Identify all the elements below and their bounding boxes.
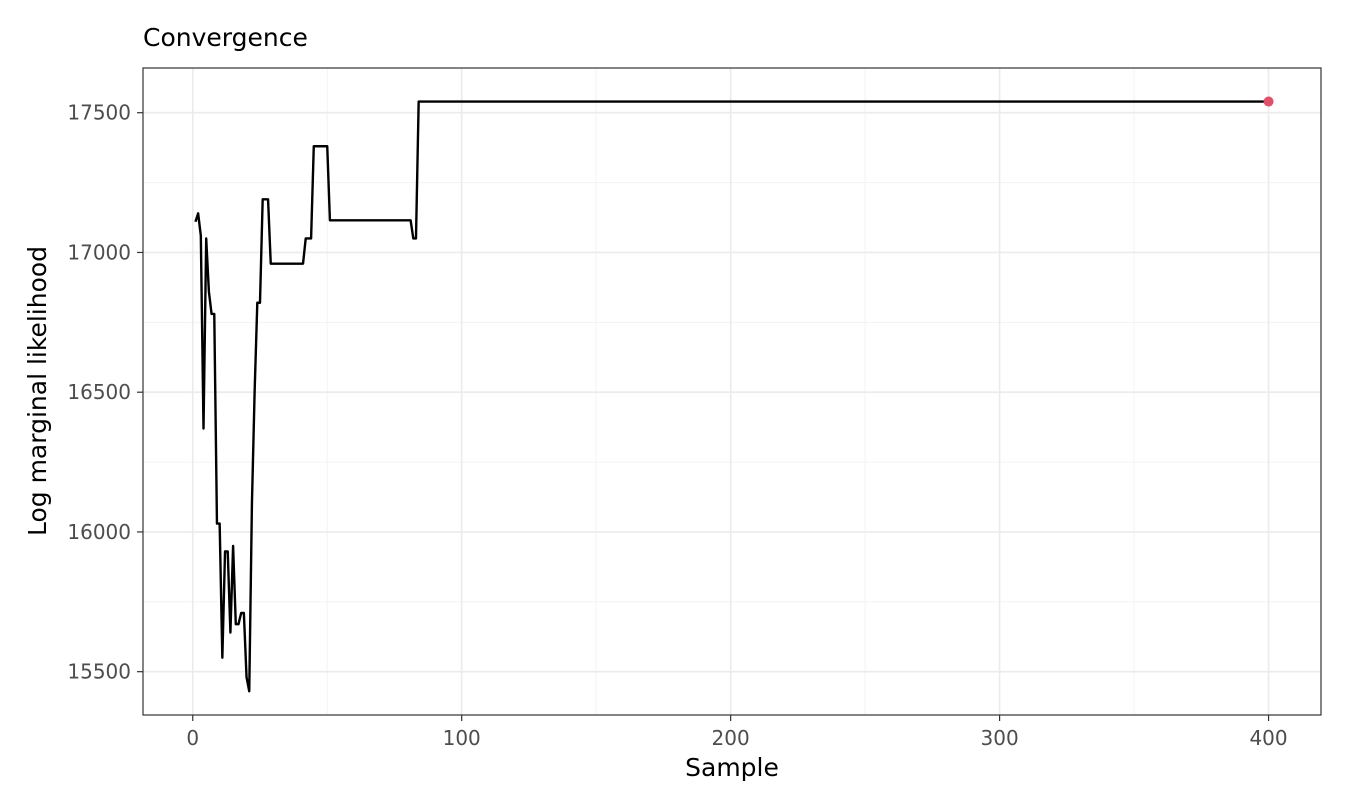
y-tick-label: 17500 — [67, 101, 131, 125]
x-axis-ticks: 0 100 200 300 400 — [186, 715, 1288, 750]
final-sample-point — [1263, 96, 1274, 107]
y-tick-label: 16000 — [67, 520, 131, 544]
series-line — [194, 100, 1269, 693]
y-tick-label: 15500 — [67, 660, 131, 684]
major-gridlines — [143, 68, 1321, 715]
x-tick-label: 0 — [186, 726, 199, 750]
plot-panel-border — [142, 67, 1322, 716]
chart-title: Convergence — [143, 23, 308, 52]
x-tick-label: 100 — [443, 726, 481, 750]
y-tick-label: 16500 — [67, 380, 131, 404]
x-axis-title: Sample — [685, 753, 779, 782]
x-tick-label: 400 — [1249, 726, 1287, 750]
y-tick-label: 17000 — [67, 240, 131, 264]
x-tick-label: 200 — [712, 726, 750, 750]
y-axis-title: Log marginal likelihood — [23, 246, 52, 536]
x-tick-label: 300 — [981, 726, 1019, 750]
y-axis-ticks: 15500 16000 16500 17000 17500 — [67, 101, 143, 684]
